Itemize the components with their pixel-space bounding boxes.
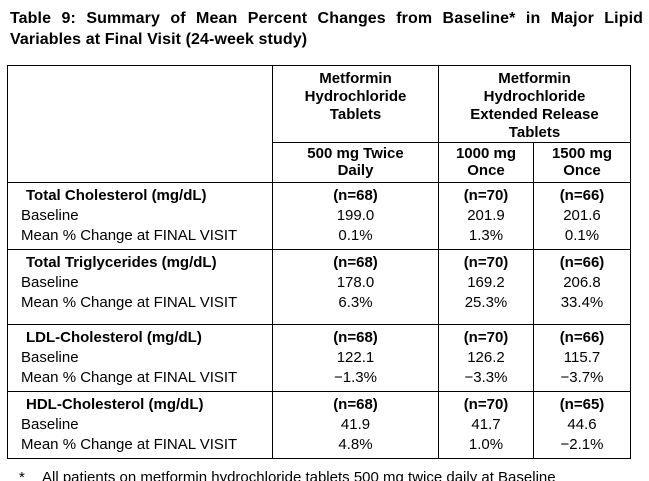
- baseline-value: 122.1: [336, 349, 375, 366]
- dose-header-500mg: 500 mg Twice Daily: [272, 142, 439, 183]
- row-label-mean-change: Mean % Change at FINAL VISIT: [21, 294, 238, 311]
- baseline-value: 178.0: [336, 274, 375, 291]
- values-500mg: (n=68) 178.0 6.3%: [272, 249, 439, 325]
- values-1000mg: (n=70) 169.2 25.3%: [438, 249, 534, 325]
- n-value: (n=70): [463, 254, 509, 271]
- mean-change-value: −2.1%: [560, 436, 604, 453]
- values-1500mg: (n=66) 115.7 −3.7%: [533, 324, 631, 392]
- row-label-mean-change: Mean % Change at FINAL VISIT: [21, 369, 238, 386]
- section-total-cholesterol: Total Cholesterol (mg/dL) Baseline Mean …: [7, 182, 631, 250]
- mean-change-value: 0.1%: [338, 227, 373, 244]
- mean-change-value: −1.3%: [334, 369, 377, 386]
- baseline-value: 41.7: [471, 416, 501, 433]
- mean-change-value: −3.7%: [560, 369, 604, 386]
- values-500mg: (n=68) 41.9 4.8%: [272, 391, 439, 459]
- section-name: LDL-Cholesterol (mg/dL): [26, 329, 202, 346]
- values-1500mg: (n=66) 201.6 0.1%: [533, 182, 631, 250]
- baseline-value: 206.8: [563, 274, 601, 291]
- values-1000mg: (n=70) 41.7 1.0%: [438, 391, 534, 459]
- section-name: Total Triglycerides (mg/dL): [26, 254, 217, 271]
- values-500mg: (n=68) 199.0 0.1%: [272, 182, 439, 250]
- section-label-cell: Total Cholesterol (mg/dL) Baseline Mean …: [7, 182, 273, 250]
- header-group-row: Metformin Hydrochloride Tablets Metformi…: [7, 65, 631, 183]
- n-value: (n=70): [463, 187, 509, 204]
- values-500mg: (n=68) 122.1 −1.3%: [272, 324, 439, 392]
- footnote: * All patients on metformin hydrochloride…: [19, 468, 649, 481]
- values-1000mg: (n=70) 126.2 −3.3%: [438, 324, 534, 392]
- header-stub-cell: [7, 65, 273, 183]
- n-value: (n=70): [463, 396, 509, 413]
- header-group-metformin-tablets: Metformin Hydrochloride Tablets: [272, 65, 439, 143]
- n-value: (n=68): [333, 396, 378, 413]
- row-label-baseline: Baseline: [21, 416, 79, 433]
- header-dose-row: 500 mg Twice Daily 1000 mg Once 1500 mg …: [8, 142, 631, 183]
- title-line-1: Table 9: Summary of Mean Percent Changes…: [10, 10, 643, 27]
- document-title: Table 9: Summary of Mean Percent Changes…: [10, 8, 643, 50]
- section-label-cell: LDL-Cholesterol (mg/dL) Baseline Mean % …: [7, 324, 273, 392]
- values-1500mg: (n=65) 44.6 −2.1%: [533, 391, 631, 459]
- baseline-value: 41.9: [340, 416, 371, 433]
- title-line-2: Variables at Final Visit (24-week study): [10, 31, 308, 48]
- mean-change-value: −3.3%: [464, 369, 508, 386]
- baseline-value: 169.2: [467, 274, 505, 291]
- section-name: Total Cholesterol (mg/dL): [26, 187, 207, 204]
- values-1500mg: (n=66) 206.8 33.4%: [533, 249, 631, 325]
- row-label-baseline: Baseline: [21, 274, 79, 291]
- section-total-triglycerides: Total Triglycerides (mg/dL) Baseline Mea…: [7, 249, 631, 325]
- row-label-mean-change: Mean % Change at FINAL VISIT: [21, 436, 238, 453]
- baseline-value: 199.0: [336, 207, 375, 224]
- n-value: (n=68): [333, 329, 378, 346]
- dose-header-1000mg: 1000 mg Once: [438, 142, 534, 183]
- mean-change-value: 1.0%: [468, 436, 504, 453]
- dose-header-1500mg: 1500 mg Once: [533, 142, 631, 183]
- n-value: (n=65): [559, 396, 605, 413]
- section-label-cell: HDL-Cholesterol (mg/dL) Baseline Mean % …: [7, 391, 273, 459]
- footnote-asterisk: *: [19, 469, 25, 481]
- mean-change-value: 25.3%: [464, 294, 508, 311]
- mean-change-value: 0.1%: [564, 227, 600, 244]
- mean-change-value: 6.3%: [338, 294, 373, 311]
- baseline-value: 44.6: [567, 416, 597, 433]
- section-hdl-cholesterol: HDL-Cholesterol (mg/dL) Baseline Mean % …: [7, 391, 631, 459]
- row-label-mean-change: Mean % Change at FINAL VISIT: [21, 227, 238, 244]
- mean-change-value: 1.3%: [468, 227, 504, 244]
- header-group-metformin-er-tablets: Metformin Hydrochloride Extended Release…: [438, 65, 631, 143]
- mean-change-value: 33.4%: [560, 294, 604, 311]
- baseline-value: 201.6: [563, 207, 601, 224]
- baseline-value: 115.7: [563, 349, 601, 366]
- n-value: (n=68): [333, 187, 378, 204]
- section-label-cell: Total Triglycerides (mg/dL) Baseline Mea…: [7, 249, 273, 325]
- n-value: (n=66): [559, 187, 605, 204]
- row-label-baseline: Baseline: [21, 207, 79, 224]
- row-label-baseline: Baseline: [21, 349, 79, 366]
- section-ldl-cholesterol: LDL-Cholesterol (mg/dL) Baseline Mean % …: [7, 324, 631, 392]
- n-value: (n=70): [463, 329, 509, 346]
- lipid-summary-table: Metformin Hydrochloride Tablets Metformi…: [7, 65, 631, 459]
- n-value: (n=66): [559, 254, 605, 271]
- page: Table 9: Summary of Mean Percent Changes…: [0, 8, 649, 481]
- mean-change-value: 4.8%: [338, 436, 373, 453]
- n-value: (n=66): [559, 329, 605, 346]
- n-value: (n=68): [333, 254, 378, 271]
- footnote-text: All patients on metformin hydrochloride …: [42, 469, 556, 481]
- baseline-value: 201.9: [467, 207, 505, 224]
- baseline-value: 126.2: [467, 349, 505, 366]
- values-1000mg: (n=70) 201.9 1.3%: [438, 182, 534, 250]
- section-name: HDL-Cholesterol (mg/dL): [26, 396, 204, 413]
